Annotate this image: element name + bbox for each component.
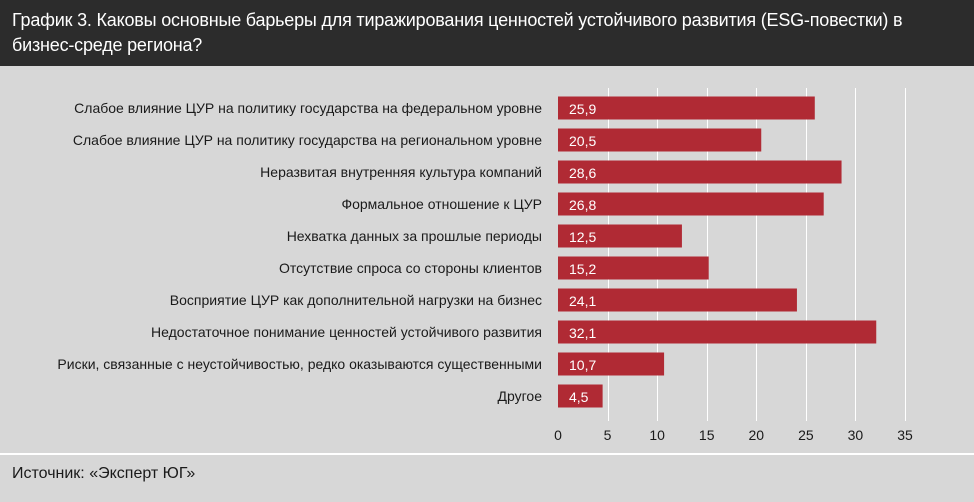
x-tick-label: 0 [554,427,562,443]
bar [558,288,797,312]
x-tick-label: 35 [897,427,913,443]
x-tick-label: 25 [798,427,814,443]
chart-header: График 3. Каковы основные барьеры для ти… [0,0,974,66]
category-label: Формальное отношение к ЦУР [341,196,542,212]
chart-area: Слабое влияние ЦУР на политику государст… [0,66,974,453]
bar [558,160,842,184]
bar [558,352,665,376]
bar [558,128,762,152]
category-label: Недостаточное понимание ценностей устойч… [151,324,542,340]
bar [558,224,682,248]
category-label: Слабое влияние ЦУР на политику государст… [73,132,542,148]
data-label: 26,8 [569,197,596,213]
category-label: Риски, связанные с неустойчивостью, редк… [57,356,542,372]
bar [558,384,603,408]
data-label: 28,6 [569,165,596,181]
x-tick-label: 5 [604,427,612,443]
bar [558,320,877,344]
category-label: Восприятие ЦУР как дополнительной нагруз… [170,292,542,308]
category-label: Нехватка данных за прошлые периоды [287,228,542,244]
source-note: Источник: «Эксперт ЮГ» [12,465,196,482]
chart-title: График 3. Каковы основные барьеры для ти… [12,10,903,55]
data-label: 25,9 [569,101,596,117]
data-label: 12,5 [569,229,596,245]
bar [558,96,815,120]
x-tick-label: 10 [649,427,665,443]
bar [558,256,709,280]
x-tick-label: 30 [848,427,864,443]
x-tick-label: 15 [699,427,715,443]
data-label: 20,5 [569,133,596,149]
data-label: 15,2 [569,261,596,277]
data-label: 32,1 [569,325,596,341]
bar-chart: Слабое влияние ЦУР на политику государст… [57,88,913,443]
x-tick-label: 20 [748,427,764,443]
category-label: Отсутствие спроса со стороны клиентов [279,260,542,276]
category-label: Другое [498,388,543,404]
data-label: 4,5 [569,389,589,405]
chart-footer: Источник: «Эксперт ЮГ» [0,453,974,502]
category-label: Неразвитая внутренняя культура компаний [260,164,542,180]
category-label: Слабое влияние ЦУР на политику государст… [74,100,542,116]
data-label: 24,1 [569,293,596,309]
data-label: 10,7 [569,357,596,373]
bar [558,192,824,216]
